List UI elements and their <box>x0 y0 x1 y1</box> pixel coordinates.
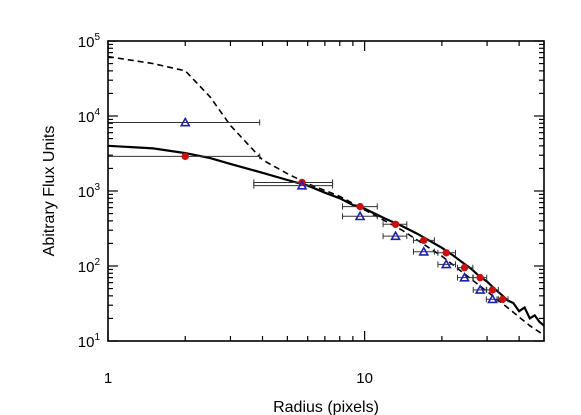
x-axis-title: Radius (pixels) <box>273 399 379 415</box>
triangle-data-point <box>474 284 486 294</box>
errorbars-layer <box>107 119 509 303</box>
triangle-data-point <box>390 230 401 241</box>
plot-frame <box>107 40 545 342</box>
triangle-data-point <box>487 293 498 304</box>
y-tick-label: 104 <box>78 107 101 126</box>
circle-data-point <box>181 152 189 161</box>
solid-model-curve <box>107 144 545 327</box>
triangle-data-point <box>459 271 470 282</box>
circle-data-point <box>498 295 507 303</box>
circle-data-point <box>442 249 450 257</box>
triangle-data-point <box>418 246 430 256</box>
curves-layer <box>107 55 545 336</box>
tick-labels-layer: 1 10 101 102 103 104 105 <box>78 32 373 387</box>
y-tick-label: 105 <box>78 32 101 51</box>
y-tick-label: 101 <box>78 332 101 351</box>
circle-data-point <box>420 236 428 245</box>
circle-data-point <box>356 202 364 211</box>
circle-data-point <box>460 263 469 272</box>
triangle-data-point <box>354 210 366 221</box>
x-tick-label: 10 <box>356 370 373 387</box>
triangle-data-point <box>440 258 452 269</box>
triangle-data-point <box>179 116 191 127</box>
markers-layer <box>179 116 507 304</box>
dashed-model-curve <box>107 55 545 336</box>
circle-data-point <box>391 220 400 228</box>
ticks-layer <box>107 40 545 342</box>
y-axis-title: Abitrary Flux Units <box>41 126 58 257</box>
triangle-data-point <box>296 179 308 190</box>
x-tick-label: 1 <box>104 370 112 387</box>
y-tick-label: 103 <box>78 182 101 201</box>
circle-data-point <box>488 286 497 294</box>
y-tick-label: 102 <box>78 257 101 276</box>
circle-data-point <box>476 273 484 282</box>
